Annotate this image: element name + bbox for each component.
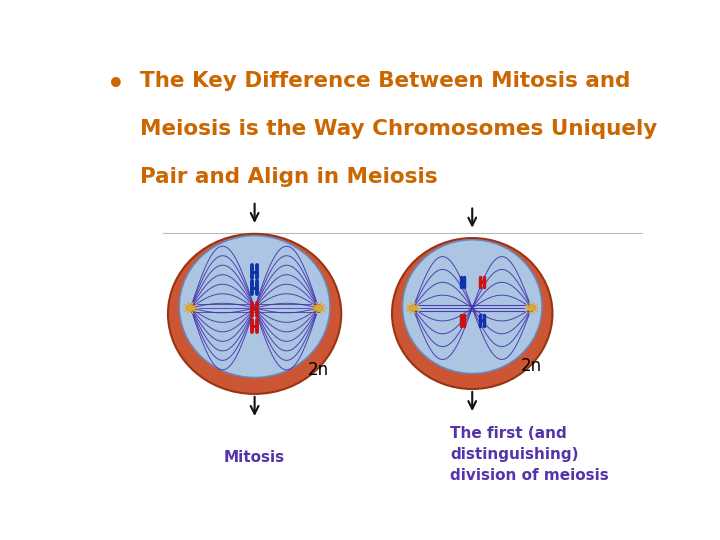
Text: 2n: 2n — [307, 361, 328, 379]
Text: The Key Difference Between Mitosis and: The Key Difference Between Mitosis and — [140, 71, 631, 91]
Text: Meiosis is the Way Chromosomes Uniquely: Meiosis is the Way Chromosomes Uniquely — [140, 119, 657, 139]
Text: Pair and Align in Meiosis: Pair and Align in Meiosis — [140, 167, 438, 187]
Circle shape — [186, 305, 194, 311]
Text: Mitosis: Mitosis — [224, 450, 285, 465]
Ellipse shape — [168, 234, 341, 394]
Ellipse shape — [402, 240, 542, 374]
Circle shape — [409, 305, 417, 311]
Circle shape — [315, 305, 323, 311]
Ellipse shape — [179, 235, 330, 377]
Text: The first (and
distinguishing)
division of meiosis: The first (and distinguishing) division … — [450, 426, 608, 483]
Circle shape — [528, 305, 536, 311]
Ellipse shape — [392, 238, 552, 389]
Text: 2n: 2n — [521, 357, 542, 375]
Text: •: • — [107, 71, 125, 99]
